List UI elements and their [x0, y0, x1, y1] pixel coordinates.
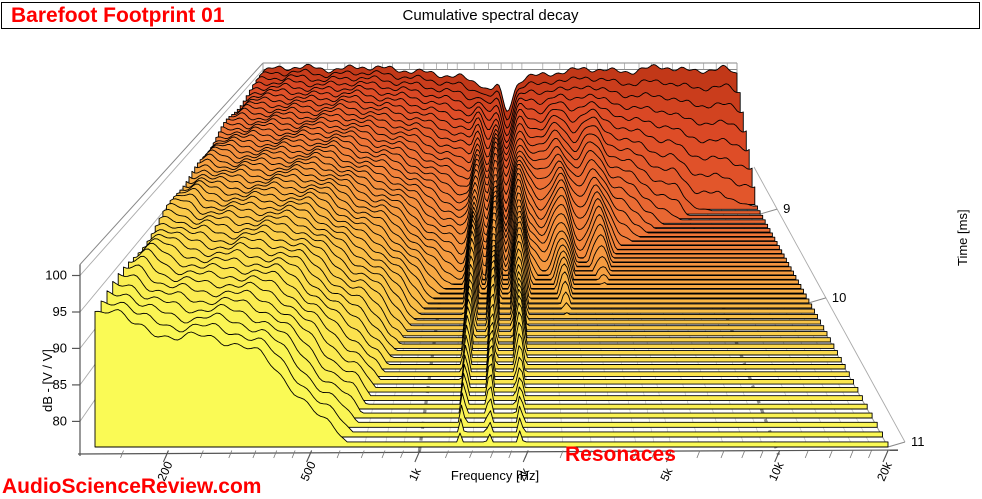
chart-title: Cumulative spectral decay: [402, 7, 579, 24]
csd-slice: [94, 309, 889, 448]
device-title: Barefoot Footprint 01: [11, 4, 225, 27]
db-tick-label: 80: [53, 413, 67, 428]
waterfall-slices: [94, 63, 889, 448]
resonances-annotation: Resonaces: [565, 443, 676, 466]
db-axis-title: dB - [V / V]: [40, 349, 55, 412]
db-tick-label: 100: [45, 268, 67, 283]
db-tick-label: 95: [53, 304, 67, 319]
time-tick-label: 10: [832, 290, 846, 305]
time-axis-title: Time [ms]: [955, 209, 970, 266]
time-tick-label: 9: [783, 201, 790, 216]
time-tick-label: 11: [911, 434, 925, 449]
frequency-axis-title: Frequency [Hz]: [450, 468, 540, 483]
header-band: Cumulative spectral decay Barefoot Footp…: [1, 2, 980, 29]
watermark-text: AudioScienceReview.com: [2, 475, 262, 498]
db-tick-label: 85: [53, 377, 67, 392]
db-tick-label: 90: [53, 340, 67, 355]
